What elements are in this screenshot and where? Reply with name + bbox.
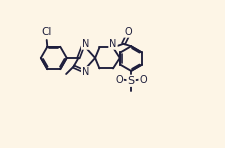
- Text: Cl: Cl: [41, 27, 51, 37]
- Text: N: N: [82, 67, 89, 77]
- Text: N: N: [82, 39, 89, 49]
- Text: O: O: [115, 75, 122, 85]
- Text: O: O: [124, 27, 132, 37]
- Text: N: N: [109, 39, 116, 49]
- Text: O: O: [139, 75, 146, 85]
- Text: S: S: [127, 76, 134, 86]
